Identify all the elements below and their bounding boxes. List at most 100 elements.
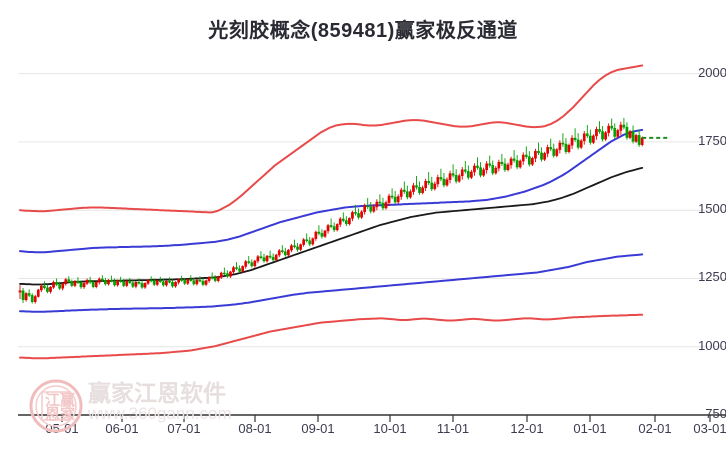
candlestick bbox=[24, 292, 28, 302]
candlestick bbox=[497, 159, 501, 172]
x-axis-tick-label: 05-01 bbox=[45, 421, 79, 436]
candlestick bbox=[537, 142, 540, 156]
candlestick bbox=[482, 167, 485, 177]
candlestick bbox=[436, 174, 440, 188]
candlestick bbox=[149, 276, 153, 283]
candlestick bbox=[409, 189, 412, 199]
page-title: 光刻胶概念(859481)赢家极反通道 bbox=[208, 20, 518, 42]
candlestick bbox=[607, 123, 610, 137]
candlestick bbox=[534, 148, 537, 163]
candlestick bbox=[104, 277, 107, 286]
y-axis-tick-label: 1500 bbox=[698, 201, 726, 217]
candlestick bbox=[604, 131, 607, 141]
candlestick bbox=[421, 185, 424, 195]
candlestick bbox=[387, 193, 391, 206]
candlestick bbox=[494, 165, 498, 175]
candlestick bbox=[366, 197, 370, 210]
candlestick bbox=[247, 256, 251, 265]
candlestick bbox=[424, 178, 427, 192]
candlestick bbox=[570, 135, 574, 150]
candlestick bbox=[467, 165, 470, 180]
x-axis-tick-label: 07-01 bbox=[167, 421, 201, 436]
candlestick bbox=[509, 156, 513, 169]
candlestick bbox=[555, 147, 559, 158]
candlestick bbox=[287, 248, 290, 257]
candlestick bbox=[46, 284, 49, 294]
candlestick bbox=[415, 176, 418, 190]
candlestick bbox=[110, 275, 113, 283]
candlestick bbox=[546, 144, 549, 158]
candlestick bbox=[171, 279, 174, 288]
y-axis-tick-label: 1750 bbox=[698, 132, 726, 148]
candlestick bbox=[402, 181, 406, 194]
candlestick bbox=[284, 247, 287, 257]
candlestick bbox=[55, 278, 58, 287]
candlestick bbox=[265, 254, 269, 263]
candlestick bbox=[448, 170, 452, 184]
candlestick bbox=[302, 238, 305, 247]
candlestick bbox=[592, 134, 595, 145]
candlestick bbox=[158, 276, 162, 283]
x-axis-tick-label: 06-01 bbox=[105, 421, 139, 436]
candlestick bbox=[558, 140, 562, 154]
candlestick bbox=[341, 212, 345, 223]
candlestick bbox=[326, 223, 330, 234]
x-axis-tick-label: 03-01 bbox=[693, 421, 726, 436]
candlestick-series bbox=[18, 117, 644, 304]
candlestick bbox=[58, 281, 61, 290]
candlestick bbox=[155, 279, 159, 287]
candlestick bbox=[390, 188, 394, 200]
candlestick bbox=[137, 278, 141, 285]
y-axis-tick-label: 1250 bbox=[698, 269, 726, 285]
candlestick bbox=[36, 288, 40, 298]
candlestick bbox=[43, 281, 46, 290]
candlestick bbox=[94, 281, 98, 289]
candlestick bbox=[122, 279, 126, 288]
candlestick bbox=[52, 280, 55, 289]
candlestick bbox=[582, 131, 586, 145]
candlestick bbox=[131, 280, 135, 289]
candlestick bbox=[229, 270, 232, 278]
candlestick bbox=[524, 146, 528, 159]
candlestick bbox=[506, 162, 510, 172]
candlestick bbox=[107, 279, 110, 286]
candlestick bbox=[491, 160, 495, 176]
candlestick bbox=[613, 123, 617, 139]
candlestick bbox=[64, 277, 68, 286]
candlestick bbox=[369, 202, 373, 214]
candlestick bbox=[338, 217, 342, 228]
candlestick bbox=[308, 236, 312, 247]
candlestick bbox=[27, 289, 31, 298]
candlestick bbox=[268, 250, 272, 259]
candlestick bbox=[152, 278, 156, 287]
candlestick bbox=[634, 133, 638, 144]
candlestick bbox=[305, 233, 309, 243]
candlestick bbox=[88, 276, 92, 284]
y-axis-tick-label: 2000 bbox=[698, 64, 726, 80]
candlestick bbox=[363, 203, 366, 215]
candlestick bbox=[460, 167, 464, 180]
candlestick bbox=[610, 118, 614, 131]
candlestick bbox=[226, 270, 229, 278]
candlestick bbox=[335, 223, 339, 232]
x-axis-tick-label: 08-01 bbox=[238, 421, 272, 436]
candlestick bbox=[238, 265, 241, 273]
candlestick bbox=[116, 279, 119, 287]
candlestick bbox=[113, 278, 116, 287]
candlestick bbox=[549, 138, 553, 152]
candlestick bbox=[500, 153, 504, 166]
candlestick bbox=[357, 208, 360, 220]
channel-lines bbox=[19, 64, 644, 360]
candlestick bbox=[213, 275, 217, 283]
candlestick bbox=[317, 225, 321, 236]
candlestick bbox=[219, 271, 223, 280]
candlestick bbox=[168, 277, 171, 284]
candlestick bbox=[271, 253, 275, 262]
candlestick bbox=[433, 181, 437, 191]
candlestick bbox=[82, 281, 86, 289]
candlestick bbox=[195, 279, 199, 286]
candlestick bbox=[250, 259, 254, 268]
candlestick bbox=[244, 259, 248, 269]
